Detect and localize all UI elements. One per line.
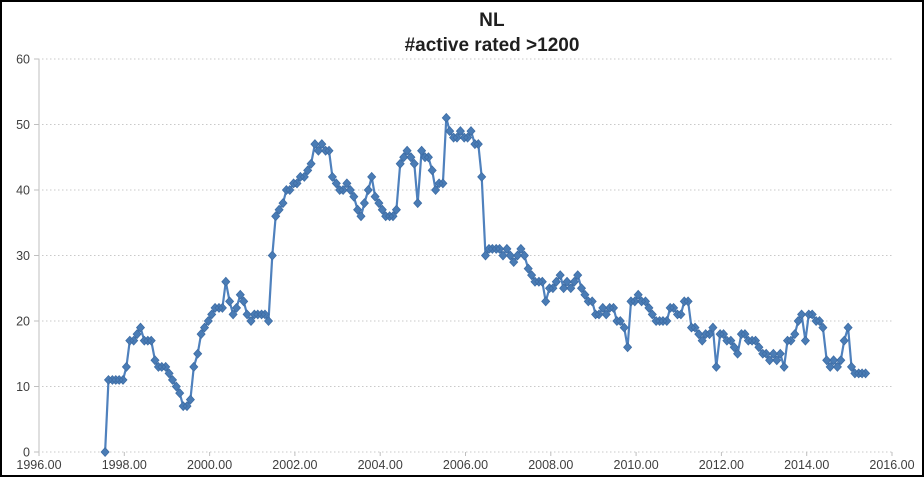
x-axis-label: 2002.00 xyxy=(272,458,317,472)
y-axis-label: 60 xyxy=(16,53,30,67)
chart-title: NL xyxy=(479,10,505,31)
data-line xyxy=(103,116,867,454)
x-axis-label: 1998.00 xyxy=(102,458,147,472)
x-axis-label: 2006.00 xyxy=(443,458,488,472)
x-axis-label: 2010.00 xyxy=(614,458,659,472)
y-axis-label: 0 xyxy=(23,446,30,460)
x-axis-label: 2012.00 xyxy=(699,458,744,472)
y-axis-label: 50 xyxy=(16,118,30,132)
y-axis-label: 40 xyxy=(16,184,30,198)
y-axis-label: 30 xyxy=(16,249,30,263)
x-axis-label: 2008.00 xyxy=(528,458,573,472)
data-point-markers xyxy=(100,112,871,457)
x-axis-label: 2016.00 xyxy=(869,458,914,472)
y-axis-label: 10 xyxy=(16,380,30,394)
y-axis-label: 20 xyxy=(16,315,30,329)
x-axis-label: 2000.00 xyxy=(187,458,232,472)
x-axis-label: 1996.00 xyxy=(16,458,61,472)
chart-subtitle: #active rated >1200 xyxy=(404,35,580,56)
x-axis-label: 2014.00 xyxy=(784,458,829,472)
x-axis-label: 2004.00 xyxy=(358,458,403,472)
